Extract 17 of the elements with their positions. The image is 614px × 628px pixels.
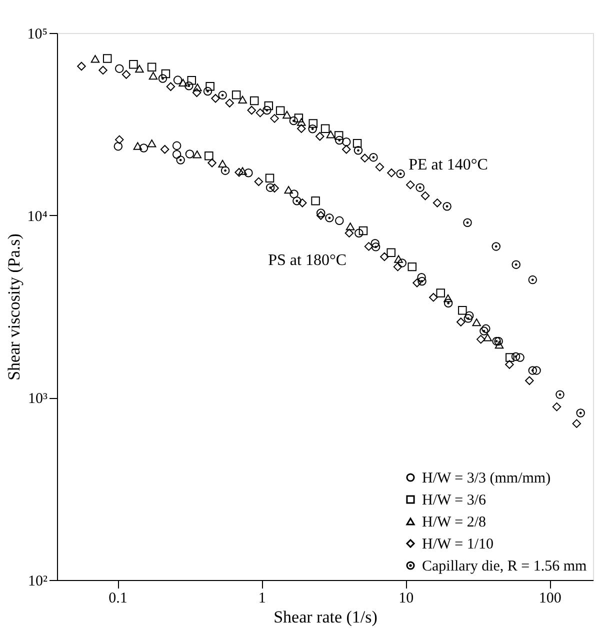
legend-label: Capillary die, R = 1.56 mm — [422, 558, 588, 574]
x-axis-title: Shear rate (1/s) — [274, 608, 378, 626]
x-tick-label: 10 — [398, 590, 414, 606]
x-tick-label: 1 — [258, 590, 266, 606]
x-tick-label: 100 — [538, 590, 562, 606]
y-tick-label: 10³ — [28, 391, 48, 408]
legend-label: H/W = 3/3 (mm/mm) — [422, 470, 551, 486]
x-tick-label: 0.1 — [108, 590, 128, 606]
legend-label: H/W = 2/8 — [422, 514, 486, 530]
legend-label: H/W = 1/10 — [422, 536, 494, 552]
annotation: PS at 180°C — [268, 252, 347, 270]
y-tick-label: 10⁵ — [27, 26, 48, 42]
y-tick-label: 10² — [28, 574, 48, 590]
y-tick-label: 10⁴ — [27, 208, 48, 225]
legend-label: H/W = 3/6 — [422, 492, 487, 508]
y-axis-title: Shear viscosity (Pa.s) — [4, 234, 24, 380]
annotation: PE at 140°C — [408, 156, 488, 174]
